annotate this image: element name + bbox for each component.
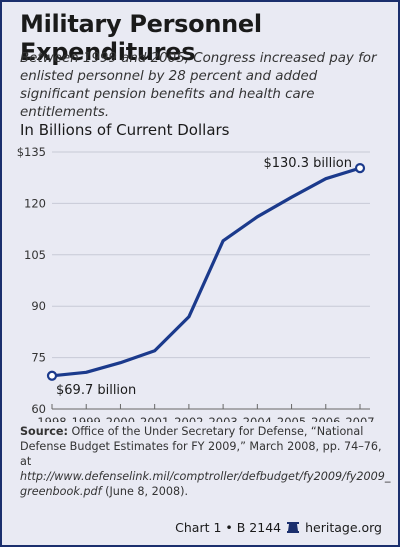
series-layer <box>46 163 366 381</box>
source-label: Source: <box>20 425 68 438</box>
grid-lines <box>52 151 370 359</box>
source-url[interactable]: http://www.defenselink.mil/comptroller/d… <box>20 470 391 498</box>
x-tick-label: 1999 <box>72 415 101 422</box>
x-tick-label: 2001 <box>140 415 169 422</box>
liberty-bell-icon <box>287 521 300 533</box>
unit-label: In Billions of Current Dollars <box>20 121 230 139</box>
data-point <box>46 370 58 381</box>
chart-id: Chart 1 • B 2144 <box>175 520 282 535</box>
x-tick-label: 2000 <box>106 415 135 422</box>
data-label: $69.7 billion <box>56 383 136 398</box>
y-tick-label: 120 <box>24 196 46 210</box>
y-tick-label: 90 <box>31 299 46 313</box>
line-chart: 60 75 90 105 120 $135 1998 1999 2000 2001 2002 2003… <box>17 145 375 422</box>
chart-subtitle: Between 1999 and 2005, Congress increase… <box>20 51 377 120</box>
axes: 60 75 90 105 120 $135 1998 1999 2000 2001 2002 2003… <box>17 145 375 422</box>
x-tick-label: 2005 <box>277 415 306 422</box>
y-tick-label: $135 <box>17 145 46 159</box>
site-name: heritage.org <box>305 520 382 535</box>
x-tick-label: 2002 <box>174 415 203 422</box>
source-text: Office of the Under Secretary for Defens… <box>20 425 382 468</box>
y-tick-label: 60 <box>31 402 46 416</box>
x-tick-label: 1998 <box>37 415 66 422</box>
x-tick-label: 2006 <box>311 415 340 422</box>
footer: Chart 1 • B 2144 heritage.org <box>175 520 382 535</box>
y-tick-label: 75 <box>31 351 46 365</box>
chart-title: Military Personnel Expenditures <box>20 10 262 66</box>
source-date: (June 8, 2008). <box>105 485 189 498</box>
x-tick-label: 2004 <box>243 415 272 422</box>
source-note: Source: Office of the Under Secretary fo… <box>20 424 395 499</box>
y-tick-label: 105 <box>24 248 46 262</box>
series-line <box>51 166 361 378</box>
x-tick-label: 2007 <box>345 415 374 422</box>
x-tick-label: 2003 <box>208 415 237 422</box>
data-label: $130.3 billion <box>263 156 352 171</box>
label-layer: $69.7 billion $130.3 billion <box>56 156 352 398</box>
data-point <box>354 163 366 174</box>
